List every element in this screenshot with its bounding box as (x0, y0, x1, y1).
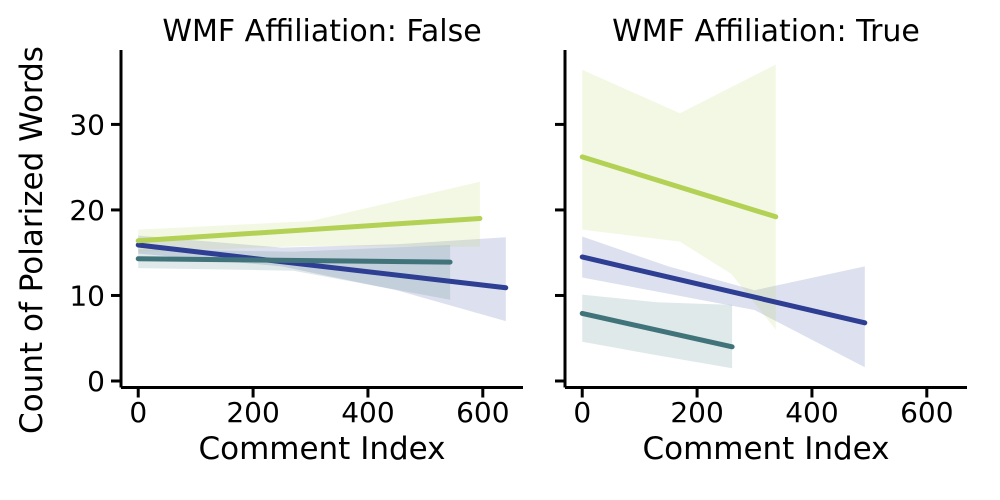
x-axis-label: Comment Index (642, 431, 889, 467)
regression-line-navy (579, 254, 868, 326)
x-tick-label: 200 (670, 396, 723, 429)
y-tick-label: 20 (69, 194, 105, 227)
y-tick-label: 0 (87, 365, 105, 398)
x-tick-label: 600 (900, 396, 953, 429)
regression-line-green (579, 154, 779, 220)
facet-panel-true: 0 200 400 600 WMF Affiliation: True Comment I… (555, 14, 967, 467)
facet-title: WMF Affiliation: False (162, 14, 481, 49)
regression-line-green (135, 215, 483, 244)
confidence-band-green (582, 64, 776, 330)
confidence-band-navy (582, 236, 865, 368)
y-tick-label: 10 (69, 279, 105, 312)
x-tick-label: 600 (456, 396, 509, 429)
x-tick-label: 0 (129, 396, 147, 429)
regression-line-navy (135, 242, 509, 291)
x-tick-label: 200 (226, 396, 279, 429)
confidence-band-green (138, 181, 480, 252)
x-tick-label: 0 (573, 396, 591, 429)
x-axis-label: Comment Index (198, 431, 445, 467)
regression-line-teal (135, 256, 453, 265)
y-axis-label: Count of Polarized Words (14, 46, 50, 434)
x-tick-label: 400 (341, 396, 394, 429)
facet-title: WMF Affiliation: True (612, 14, 920, 49)
regression-line-teal (579, 310, 735, 350)
x-tick-label: 400 (785, 396, 838, 429)
facet-panel-false: 0 200 400 600 0 10 20 30 WMF Affiliation: False C… (69, 14, 523, 467)
y-tick-label: 30 (69, 108, 105, 141)
